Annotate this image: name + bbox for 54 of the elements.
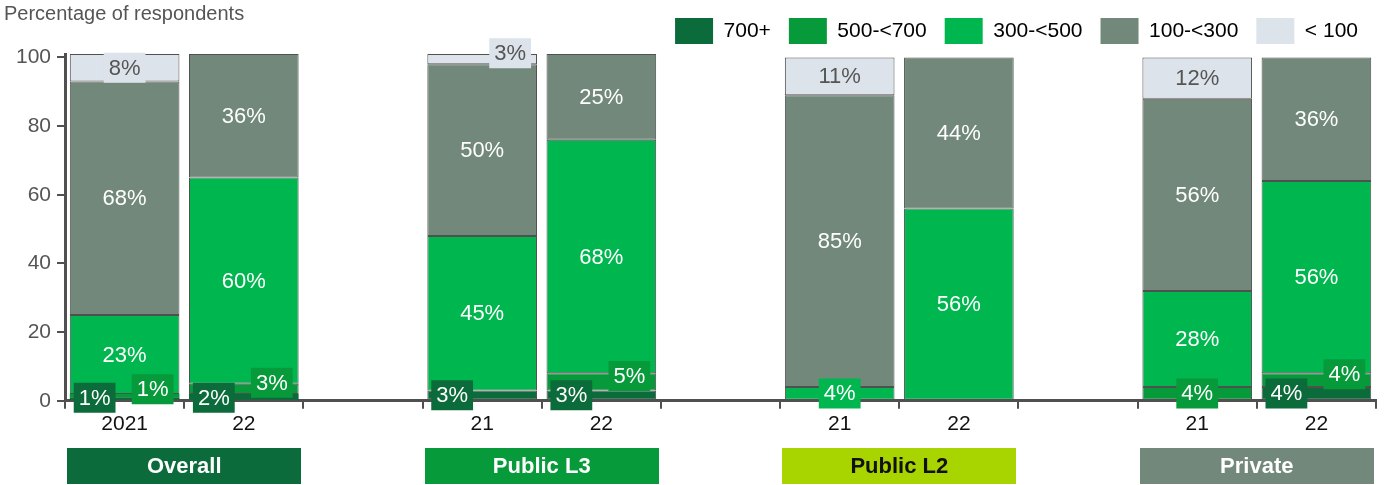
y-tick-label: 100 <box>15 44 52 68</box>
data-label: 4% <box>1270 380 1303 406</box>
legend-label: 100-<300 <box>1149 17 1239 41</box>
text: Public L2 <box>782 448 1017 484</box>
data-label: 3% <box>255 369 288 395</box>
data-label: 56% <box>1175 181 1220 207</box>
data-label: 12% <box>1175 65 1220 91</box>
data-label: 85% <box>817 228 862 254</box>
x-tick-label: 22 <box>232 411 256 435</box>
data-label: 36% <box>1294 106 1339 132</box>
data-label: 3% <box>436 382 469 408</box>
data-label: 1% <box>136 376 169 402</box>
x-tick-label: 2021 <box>101 411 148 435</box>
data-label: 36% <box>221 102 266 128</box>
legend-label: 500-<700 <box>837 17 927 41</box>
data-label: 4% <box>1181 380 1214 406</box>
y-axis-title: Percentage of respondents <box>4 2 245 25</box>
x-tick-label: 22 <box>947 411 971 435</box>
data-label: 4% <box>1328 361 1361 387</box>
y-tick-label: 20 <box>27 318 52 342</box>
y-tick-label: 60 <box>27 181 52 205</box>
x-tick-label: 22 <box>1304 411 1329 435</box>
data-label: 5% <box>613 362 646 388</box>
data-label: 11% <box>818 63 861 89</box>
data-label: 68% <box>579 243 624 269</box>
x-tick-label: 22 <box>589 411 614 435</box>
data-label: 60% <box>221 267 266 293</box>
data-label: 2% <box>197 384 230 410</box>
y-tick-label: 80 <box>27 112 52 136</box>
text: Private <box>1140 448 1374 484</box>
data-label: 56% <box>1294 264 1339 290</box>
text: Overall <box>67 448 301 484</box>
legend-label: 700+ <box>723 17 771 41</box>
y-tick-label: 40 <box>27 250 52 274</box>
data-label: 23% <box>102 341 147 367</box>
data-label: 50% <box>460 137 505 163</box>
data-label: 3% <box>494 40 527 66</box>
data-label: 1% <box>78 384 111 410</box>
data-label: 56% <box>936 291 981 317</box>
y-tick-label: 0 <box>39 387 52 411</box>
x-tick-label: 21 <box>1185 411 1209 435</box>
data-label: 8% <box>108 54 141 80</box>
legend-label: < 100 <box>1304 17 1358 41</box>
data-label: 25% <box>579 83 624 109</box>
data-label: 28% <box>1175 326 1220 352</box>
data-label: 68% <box>102 185 147 211</box>
data-label: 4% <box>823 380 856 406</box>
text: Public L3 <box>424 448 659 484</box>
data-label: 3% <box>555 382 588 408</box>
x-tick-label: 21 <box>828 411 852 435</box>
data-label: 45% <box>460 300 505 326</box>
x-tick-label: 21 <box>470 411 494 435</box>
legend-label: 300-<500 <box>993 17 1083 41</box>
data-label: 44% <box>936 120 981 146</box>
